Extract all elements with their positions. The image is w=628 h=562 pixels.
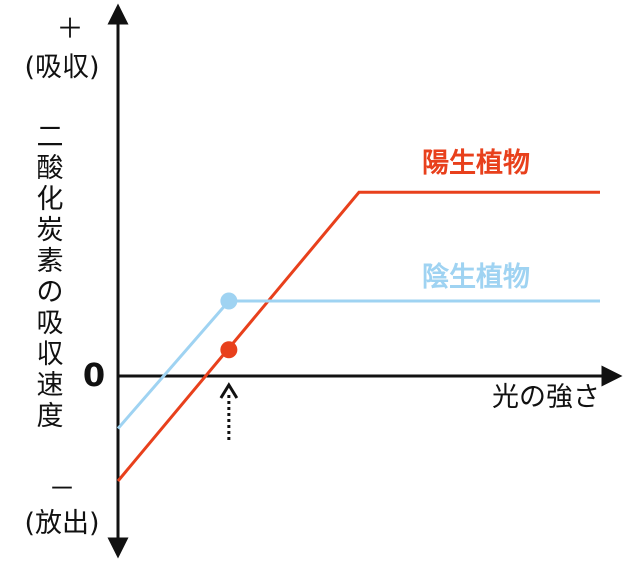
y-axis-title-char: 化 xyxy=(37,184,64,215)
series-point xyxy=(220,292,238,310)
y-axis-title-char: 二 xyxy=(37,122,64,153)
x-axis-label: 光の強さ xyxy=(492,382,600,413)
series-line xyxy=(116,190,600,482)
y-positive-label: (吸収) xyxy=(24,52,99,83)
y-negative-label: (放出) xyxy=(24,508,99,539)
y-axis-title-char: 速 xyxy=(37,370,64,401)
series-name-label: 陰生植物 xyxy=(422,261,530,293)
y-axis-title-char: の xyxy=(37,277,64,308)
y-axis-title-char: 素 xyxy=(37,246,64,277)
y-axis-title-char: 酸 xyxy=(37,153,64,184)
y-axis-title-char: 収 xyxy=(37,339,64,370)
dotted-arrow-head xyxy=(219,382,239,399)
zero-label: 0 xyxy=(83,356,105,394)
series-name-label: 陽生植物 xyxy=(422,147,530,179)
series-point xyxy=(220,341,238,359)
y-positive-sign: ＋ xyxy=(57,14,84,45)
y-axis-title-char: 炭 xyxy=(37,215,64,246)
axes xyxy=(107,3,623,559)
annotation-layer xyxy=(219,382,239,440)
y-axis-title-char: 吸 xyxy=(37,308,64,339)
y-negative-sign: － xyxy=(49,474,76,505)
y-axis-title-char: 度 xyxy=(37,401,64,432)
